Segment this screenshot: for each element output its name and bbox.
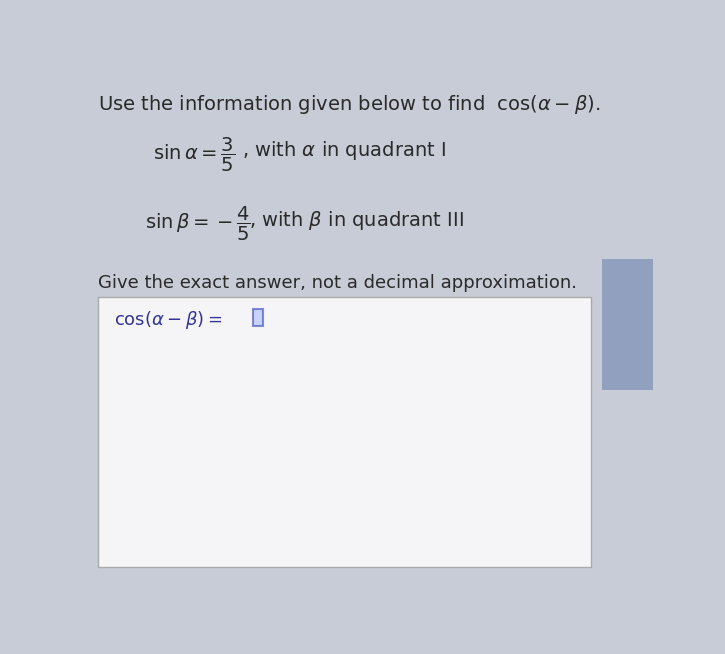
Text: Use the information given below to find  $\cos(\alpha-\beta)$.: Use the information given below to find … — [99, 93, 600, 116]
Text: , with $\alpha$ in quadrant I: , with $\alpha$ in quadrant I — [241, 139, 446, 162]
FancyBboxPatch shape — [253, 309, 263, 326]
Text: $\sin\alpha = \dfrac{3}{5}$: $\sin\alpha = \dfrac{3}{5}$ — [153, 135, 235, 173]
Text: Give the exact answer, not a decimal approximation.: Give the exact answer, not a decimal app… — [99, 274, 577, 292]
Text: , with $\beta$ in quadrant III: , with $\beta$ in quadrant III — [249, 209, 465, 232]
FancyBboxPatch shape — [99, 297, 590, 566]
Text: $\sin\beta = -\dfrac{4}{5}$: $\sin\beta = -\dfrac{4}{5}$ — [145, 205, 251, 243]
FancyBboxPatch shape — [602, 259, 656, 390]
Text: $\cos(\alpha - \beta) = $: $\cos(\alpha - \beta) = $ — [114, 309, 223, 331]
